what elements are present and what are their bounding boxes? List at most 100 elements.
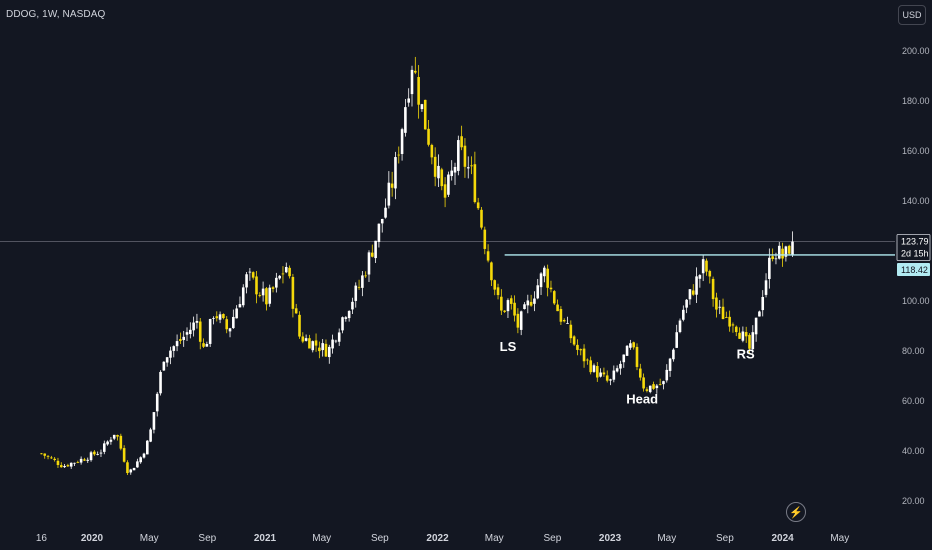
candle	[433, 147, 437, 187]
candle	[99, 449, 103, 457]
candle	[136, 458, 139, 468]
candle	[764, 273, 768, 298]
candle	[519, 310, 523, 336]
candle	[410, 65, 414, 107]
candle	[377, 223, 381, 248]
candle	[351, 297, 354, 314]
candle	[715, 292, 718, 318]
candle	[589, 356, 592, 375]
candle	[298, 311, 301, 339]
candle	[791, 231, 794, 257]
candle	[225, 316, 229, 334]
candle	[490, 261, 493, 286]
candle	[218, 311, 222, 324]
candle	[374, 240, 377, 264]
x-tick-label: 2024	[771, 533, 794, 544]
candle	[291, 273, 295, 318]
x-tick-label: May	[312, 533, 331, 544]
candle	[543, 265, 546, 283]
candle	[397, 146, 401, 164]
candle	[66, 463, 70, 468]
candle	[232, 309, 235, 329]
candle	[546, 264, 549, 297]
last-price-value: 123.79	[901, 237, 929, 247]
pattern-label-head: Head	[626, 392, 658, 407]
candle	[509, 295, 513, 310]
candle	[89, 450, 93, 462]
candle	[748, 333, 751, 353]
candle	[701, 255, 705, 282]
candle	[251, 271, 255, 280]
candle	[311, 340, 315, 353]
candle	[106, 440, 109, 446]
candle	[281, 266, 285, 284]
candle	[516, 308, 520, 334]
candle	[384, 198, 387, 219]
candle	[622, 354, 626, 368]
candle	[648, 385, 652, 394]
candle	[162, 361, 166, 371]
candle	[728, 310, 731, 332]
candle	[205, 341, 209, 347]
candle	[185, 327, 189, 342]
candle	[533, 291, 536, 312]
candle	[228, 327, 232, 338]
candle	[731, 322, 735, 333]
candle	[142, 452, 146, 459]
candle	[754, 317, 758, 342]
candle	[725, 311, 728, 318]
candle	[59, 462, 63, 468]
candle	[734, 325, 738, 337]
pattern-label-rs: RS	[737, 347, 755, 362]
candle	[741, 326, 745, 343]
last-price-label	[896, 234, 931, 261]
candle	[457, 135, 460, 176]
candle	[268, 284, 272, 307]
candle	[708, 269, 712, 284]
candle	[261, 281, 265, 302]
candle	[102, 440, 106, 455]
candle	[476, 197, 480, 210]
candle	[662, 380, 665, 390]
neckline-price-label	[897, 262, 930, 276]
bar-countdown: 2d 15h	[901, 249, 929, 259]
candle	[566, 316, 569, 324]
candle	[347, 310, 351, 322]
candle	[450, 160, 454, 181]
y-tick-label: 20.00	[902, 496, 925, 506]
candle	[301, 332, 305, 344]
candle	[394, 151, 397, 200]
candle	[602, 367, 606, 377]
candle	[116, 434, 119, 441]
candle	[549, 280, 553, 293]
candle	[370, 244, 374, 258]
candle	[202, 338, 205, 348]
x-tick-label: Sep	[198, 533, 216, 544]
candle	[86, 457, 90, 463]
candle	[324, 339, 328, 357]
candle	[40, 452, 43, 455]
candle	[642, 373, 645, 392]
flash-icon[interactable]: ⚡	[786, 502, 806, 522]
candle	[599, 368, 602, 378]
candle	[400, 127, 404, 161]
y-tick-label: 160.00	[902, 146, 930, 156]
candle	[592, 363, 596, 373]
candle	[235, 305, 238, 319]
candle	[466, 156, 470, 179]
candle	[73, 462, 76, 466]
x-tick-label: May	[485, 533, 504, 544]
candle	[43, 453, 47, 459]
currency-button[interactable]: USD	[898, 5, 926, 25]
candle	[327, 344, 331, 364]
candle	[523, 302, 526, 310]
x-tick-label: Sep	[543, 533, 561, 544]
candle	[109, 436, 113, 445]
y-tick-label: 80.00	[902, 346, 925, 356]
candle	[529, 294, 533, 307]
candle	[559, 306, 563, 326]
candle	[83, 457, 86, 461]
candle	[248, 268, 252, 281]
candle	[294, 303, 298, 314]
